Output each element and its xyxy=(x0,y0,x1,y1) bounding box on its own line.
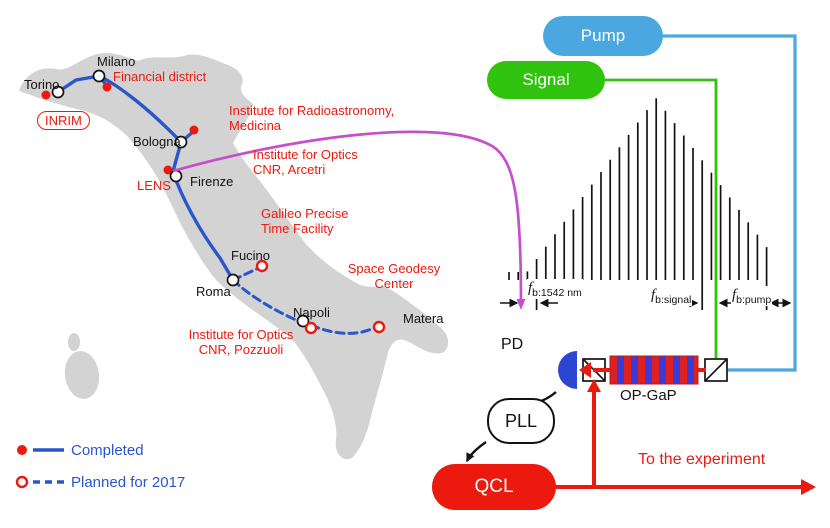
to-experiment-label: To the experiment xyxy=(638,451,766,468)
city-marker-roma xyxy=(226,273,240,287)
qcl-beam-up-arrowhead xyxy=(587,379,601,392)
legend-completed-label: Completed xyxy=(71,442,144,459)
qcl-box: QCL xyxy=(432,464,556,510)
site-dot-medicina xyxy=(189,125,199,135)
signal-wire xyxy=(602,78,718,358)
site-dot-torino xyxy=(41,90,51,100)
map-markers xyxy=(41,69,386,335)
route-completed xyxy=(56,74,235,282)
beat-f-symbol: f xyxy=(732,287,737,303)
city-label-roma: Roma xyxy=(196,284,231,299)
beat-label-signal: fb:signal xyxy=(650,286,693,306)
qcl-beams xyxy=(556,362,816,495)
legend-planned-label: Planned for 2017 xyxy=(71,474,186,491)
city-label-napoli: Napoli xyxy=(293,305,330,320)
beat-subscript: b:1542 nm xyxy=(532,287,582,299)
city-label-bologna: Bologna xyxy=(133,134,181,149)
site-label-geodesy: Space Geodesy Center xyxy=(347,261,441,292)
site-label-lens: LENS xyxy=(137,178,171,193)
beat-subscript: b:signal xyxy=(655,294,692,306)
beamsplitter-right-diagonal xyxy=(704,358,728,382)
city-marker-bologna xyxy=(174,135,188,149)
arrow-pll-to-qcl xyxy=(465,441,487,463)
city-label-matera: Matera xyxy=(403,311,444,326)
city-label-fucino: Fucino xyxy=(231,248,271,263)
inrim-badge: INRIM xyxy=(37,111,90,130)
pd-arrowhead xyxy=(579,362,591,378)
city-label-firenze: Firenze xyxy=(190,174,234,189)
planned-dot-matera xyxy=(372,320,386,334)
pd-label: PD xyxy=(501,336,524,353)
pump-box: Pump xyxy=(543,16,663,56)
beat-label-pump: fb:pump xyxy=(731,286,773,306)
beat-label-1542nm: fb:1542 nm xyxy=(527,279,583,299)
optical-components xyxy=(558,351,728,389)
site-dot-financial-district xyxy=(102,82,112,92)
laser-wires xyxy=(602,34,797,372)
site-label-arcetri: Institute for Optics CNR, Arcetri xyxy=(253,147,358,178)
site-label-pozzuoli: Institute for Optics CNR, Pozzuoli xyxy=(188,327,294,358)
planned-dot-fucino xyxy=(255,259,269,273)
opgap-crystal xyxy=(609,355,699,385)
legend-completed-dot xyxy=(17,445,27,455)
pump-wire xyxy=(660,34,797,372)
beat-f-symbol: f xyxy=(651,287,656,303)
planned-dot-pozzuoli xyxy=(304,321,318,335)
sardinia-island xyxy=(64,351,100,399)
city-marker-napoli xyxy=(296,314,310,328)
experiment-arrowhead xyxy=(801,479,816,495)
pd-detector xyxy=(558,351,577,389)
beat-f-symbol: f xyxy=(528,280,533,296)
site-label-galileo: Galileo Precise Time Facility xyxy=(261,206,349,237)
signal-box: Signal xyxy=(487,61,605,99)
legend-markers xyxy=(15,445,64,489)
city-marker-milano xyxy=(92,69,106,83)
site-dot-lens xyxy=(163,165,173,175)
city-label-milano: Milano xyxy=(97,54,136,69)
opgap-label: OP-GaP xyxy=(620,387,677,404)
city-marker-firenze xyxy=(169,169,183,183)
city-label-torino: Torino xyxy=(24,77,60,92)
beat-subscript: b:pump xyxy=(736,294,772,306)
italy-outline xyxy=(19,52,449,460)
fiber-link-1542nm xyxy=(172,130,523,305)
comb-spectrum xyxy=(508,98,768,310)
italy-map-group xyxy=(19,52,449,460)
legend-planned-dot xyxy=(15,475,29,489)
site-label-medicina: Institute for Radioastronomy, Medicina xyxy=(229,103,395,134)
fiber-link-arrowhead xyxy=(516,299,526,310)
pll-box: PLL xyxy=(487,398,555,444)
corsica-island xyxy=(68,333,80,351)
site-label-financial-district: Financial district xyxy=(113,69,207,84)
city-marker-torino xyxy=(51,85,65,99)
